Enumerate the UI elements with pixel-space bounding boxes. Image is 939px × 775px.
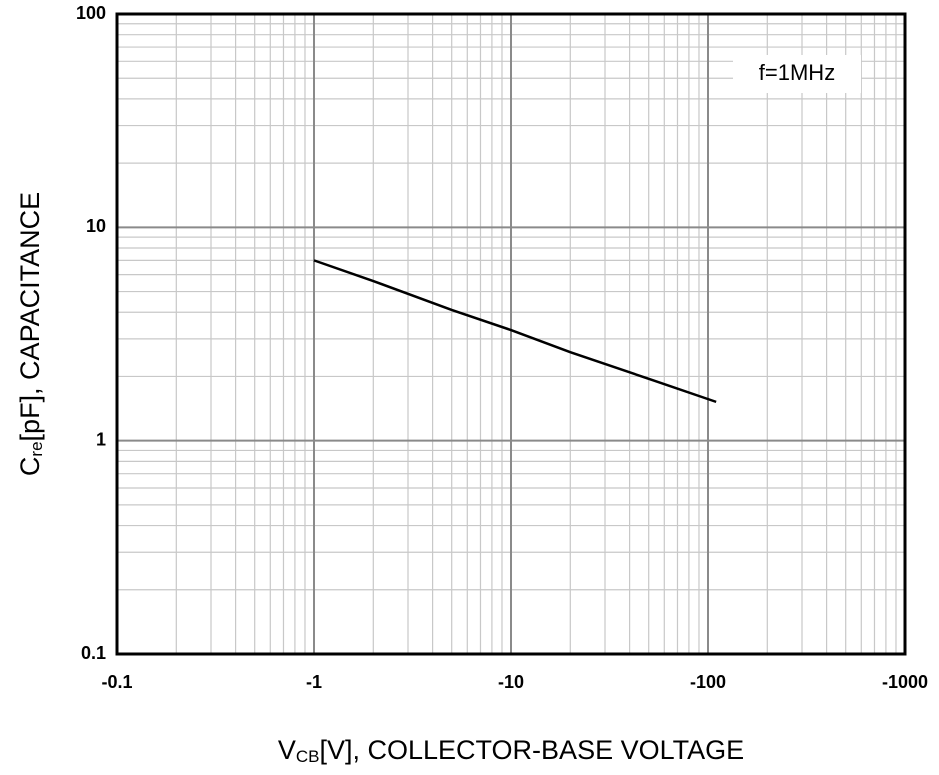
y-tick-label: 10 xyxy=(86,216,106,236)
y-tick-label: 1 xyxy=(96,429,106,449)
plot-frame xyxy=(115,12,907,656)
y-label-rest: [pF], CAPACITANCE xyxy=(15,192,45,442)
y-label-main: C xyxy=(15,457,45,477)
annotation: f=1MHz xyxy=(759,60,835,85)
x-label-rest: [V], COLLECTOR-BASE VOLTAGE xyxy=(320,735,745,765)
x-tick-label: -1000 xyxy=(882,672,928,692)
x-label-sub: CB xyxy=(296,747,320,766)
grid xyxy=(116,13,906,655)
x-label-main: V xyxy=(278,735,296,765)
x-tick-label: -100 xyxy=(690,672,726,692)
x-axis-label: VCB[V], COLLECTOR-BASE VOLTAGE xyxy=(278,735,744,766)
x-tick-label: -10 xyxy=(498,672,524,692)
y-axis-label: Cre[pF], CAPACITANCE xyxy=(15,192,46,476)
annotation-box xyxy=(733,55,861,93)
x-tick-label: -0.1 xyxy=(101,672,132,692)
y-label-sub: re xyxy=(27,441,46,456)
data-line xyxy=(313,259,717,404)
y-tick-label: 0.1 xyxy=(81,643,106,663)
x-tick-label: -1 xyxy=(306,672,322,692)
y-tick-label: 100 xyxy=(76,3,106,23)
